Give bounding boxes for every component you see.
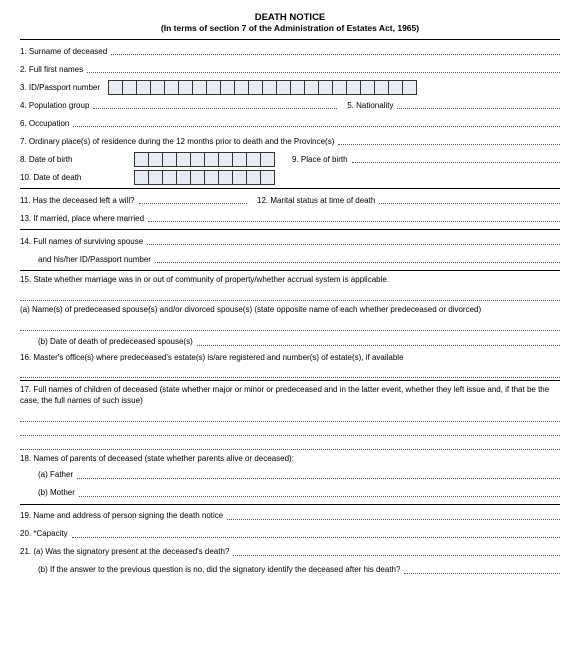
label-will: 11. Has the deceased left a will? [20, 196, 139, 205]
form-subtitle: (In terms of section 7 of the Administra… [20, 23, 560, 33]
divider [20, 270, 560, 271]
input-marital[interactable] [379, 196, 560, 204]
input-mother[interactable] [79, 489, 560, 497]
input-id-number[interactable] [108, 80, 416, 95]
label-dob: 8. Date of birth [20, 155, 130, 164]
label-id-number: 3. ID/Passport number [20, 83, 104, 92]
input-predeceased-names[interactable] [20, 319, 560, 331]
label-pob: 9. Place of birth [274, 155, 352, 164]
label-mother: (b) Mother [38, 488, 79, 497]
input-marriage-regime[interactable] [20, 289, 560, 301]
label-children: 17. Full names of children of deceased (… [20, 383, 560, 408]
label-residence: 7. Ordinary place(s) of residence during… [20, 137, 338, 146]
input-pop-group[interactable] [93, 101, 337, 109]
input-children-1[interactable] [20, 410, 560, 422]
input-signatory-present[interactable] [233, 548, 560, 556]
label-spouse-id: and his/her ID/Passport number [38, 255, 155, 264]
divider [20, 188, 560, 189]
input-residence[interactable] [338, 137, 560, 145]
label-occupation: 6. Occupation [20, 119, 73, 128]
label-masters-office: 16. Master's office(s) where predeceased… [20, 351, 560, 365]
input-capacity[interactable] [72, 530, 560, 538]
input-predeceased-dod[interactable] [197, 338, 560, 346]
label-nationality: 5. Nationality [337, 101, 397, 110]
input-dob[interactable] [134, 152, 274, 167]
input-spouse-name[interactable] [147, 237, 560, 245]
input-spouse-id[interactable] [155, 255, 560, 263]
label-predeceased-names: (a) Name(s) of predeceased spouse(s) and… [20, 303, 560, 317]
label-father: (a) Father [38, 470, 77, 479]
label-signatory-present: 21. (a) Was the signatory present at the… [20, 547, 233, 556]
input-father[interactable] [77, 471, 560, 479]
input-occupation[interactable] [73, 119, 560, 127]
input-children-2[interactable] [20, 424, 560, 436]
input-pob[interactable] [352, 155, 560, 163]
label-parents: 18. Names of parents of deceased (state … [20, 452, 560, 466]
input-children-3[interactable] [20, 438, 560, 450]
label-married-place: 13. If married, place where married [20, 214, 148, 223]
input-married-place[interactable] [148, 214, 560, 222]
label-marriage-regime: 15. State whether marriage was in or out… [20, 273, 560, 287]
input-nationality[interactable] [397, 101, 560, 109]
input-will[interactable] [139, 196, 247, 204]
divider [20, 504, 560, 505]
label-predeceased-dod: (b) Date of death of predeceased spouse(… [38, 337, 197, 346]
input-dod[interactable] [134, 170, 274, 185]
input-surname[interactable] [111, 47, 560, 55]
label-pop-group: 4. Population group [20, 101, 93, 110]
input-first-names[interactable] [87, 65, 560, 73]
label-signatory-identify: (b) If the answer to the previous questi… [38, 565, 404, 574]
label-first-names: 2. Full first names [20, 65, 87, 74]
label-spouse-name: 14. Full names of surviving spouse [20, 237, 147, 246]
label-signer: 19. Name and address of person signing t… [20, 511, 227, 520]
divider [20, 39, 560, 40]
label-marital: 12. Marital status at time of death [247, 196, 379, 205]
label-capacity: 20. *Capacity [20, 529, 72, 538]
input-signatory-identify[interactable] [404, 566, 560, 574]
form-title: DEATH NOTICE [20, 12, 560, 23]
divider [20, 229, 560, 230]
input-signer[interactable] [227, 512, 560, 520]
label-dod: 10. Date of death [20, 173, 130, 182]
label-surname: 1. Surname of deceased [20, 47, 111, 56]
divider [20, 380, 560, 381]
input-masters-office[interactable] [20, 366, 560, 378]
